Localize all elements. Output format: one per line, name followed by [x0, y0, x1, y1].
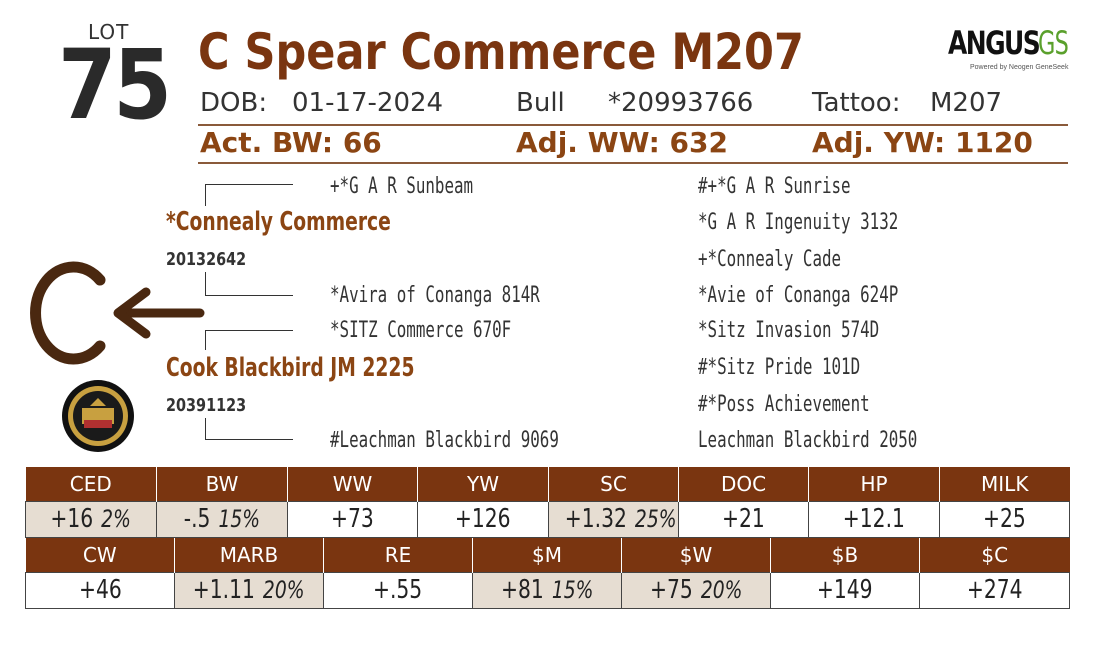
- epd-header-marb: MARB: [174, 538, 324, 572]
- great-grandparent: *Sitz Invasion 574D: [698, 318, 880, 343]
- epd-cell-hp: +12.1: [808, 500, 940, 538]
- sire-sire: +*G A R Sunbeam: [330, 174, 474, 199]
- epd-header-w: $W: [621, 538, 771, 572]
- registration-number: *20993766: [608, 88, 754, 118]
- bracket-dam-sire: [205, 330, 293, 350]
- epd-cell-c: +274: [919, 571, 1070, 609]
- divider-bottom: [198, 162, 1068, 164]
- lot-number: 75: [58, 29, 172, 141]
- epd-header-bw: BW: [156, 467, 288, 501]
- great-grandparent: *Avie of Conanga 624P: [698, 283, 899, 308]
- epd-header-sc: SC: [548, 467, 679, 501]
- epd-cell-bw: -.5 15%: [156, 500, 288, 538]
- dob-label: DOB:: [200, 88, 268, 118]
- epd-value: +149: [817, 575, 873, 605]
- epd-header-cw: CW: [25, 538, 175, 572]
- epd-value: +25: [983, 504, 1026, 534]
- epd-cell-w: +75 20%: [621, 571, 771, 609]
- epd-header-ced: CED: [25, 467, 157, 501]
- epd-header-milk: MILK: [939, 467, 1070, 501]
- adjusted-yearling-weight: Adj. YW: 1120: [812, 126, 1033, 159]
- epd-value: +21: [722, 504, 765, 534]
- epd-cell-cw: +46: [25, 571, 175, 609]
- great-grandparent: #*Poss Achievement: [698, 392, 870, 417]
- epd-value: +46: [78, 575, 122, 605]
- epd-cell-ww: +73: [287, 500, 418, 538]
- dam-sire: *SITZ Commerce 670F: [330, 318, 512, 343]
- dam-dam: #Leachman Blackbird 9069: [330, 428, 559, 453]
- logo-angus-text: ANGUS: [948, 24, 1041, 62]
- tattoo-label: Tattoo:: [812, 88, 901, 118]
- epd-header-ww: WW: [287, 467, 418, 501]
- angus-gs-logo: ANGUS GS Powered by Neogen GeneSeek: [946, 24, 1074, 80]
- epd-header-m: $M: [472, 538, 622, 572]
- epd-cell-doc: +21: [678, 500, 809, 538]
- sex-value: Bull: [516, 88, 565, 118]
- epd-value: +81: [500, 575, 544, 605]
- epd-header-b: $B: [770, 538, 920, 572]
- epd-cell-marb: +1.11 20%: [174, 571, 324, 609]
- epd-value: +75: [649, 575, 693, 605]
- great-grandparent: #*Sitz Pride 101D: [698, 355, 861, 380]
- great-grandparent: *G A R Ingenuity 3132: [698, 210, 899, 235]
- epd-value: +1.32: [564, 504, 627, 534]
- tattoo-value: M207: [930, 88, 1003, 118]
- c-brand-arrow-icon: [30, 261, 205, 365]
- epd-value: -.5: [183, 504, 211, 534]
- epd-header-re: RE: [323, 538, 473, 572]
- sire-dam: *Avira of Conanga 814R: [330, 283, 540, 308]
- epd-cell-yw: +126: [417, 500, 549, 538]
- great-grandparent: Leachman Blackbird 2050: [698, 428, 918, 453]
- epd-cell-re: +.55: [323, 571, 473, 609]
- bracket-dam-dam: [205, 418, 293, 440]
- certified-seal-icon: [62, 380, 134, 452]
- epd-percentile: 20%: [700, 576, 743, 604]
- epd-percentile: 25%: [634, 505, 677, 533]
- epd-cell-milk: +25: [939, 500, 1070, 538]
- animal-name: C Spear Commerce M207: [198, 23, 804, 81]
- bracket-sire-sire: [205, 184, 293, 206]
- logo-tagline: Powered by Neogen GeneSeek: [970, 64, 1069, 71]
- epd-header-hp: HP: [808, 467, 940, 501]
- divider-top: [198, 124, 1068, 126]
- epd-value: +126: [455, 504, 511, 534]
- dam-registration: 20391123: [166, 395, 247, 416]
- epd-cell-ced: +16 2%: [25, 500, 157, 538]
- great-grandparent: +*Connealy Cade: [698, 247, 842, 272]
- bracket-sire-dam: [205, 272, 293, 296]
- epd-table-2: CW MARB RE $M $W $B $C +46 +1.11 20% +.5…: [25, 538, 1070, 609]
- epd-header-yw: YW: [417, 467, 549, 501]
- actual-birth-weight: Act. BW: 66: [200, 126, 382, 159]
- epd-header-doc: DOC: [678, 467, 809, 501]
- epd-value: +73: [331, 504, 374, 534]
- dob-value: 01-17-2024: [292, 88, 444, 118]
- epd-percentile: 15%: [218, 505, 261, 533]
- epd-value: +16: [50, 504, 94, 534]
- epd-value: +274: [966, 575, 1023, 605]
- sire-registration: 20132642: [166, 249, 247, 270]
- epd-value: +1.11: [193, 575, 256, 605]
- epd-header-c: $C: [919, 538, 1070, 572]
- sire-name: *Connealy Commerce: [166, 207, 391, 237]
- lot-label: LOT: [88, 20, 130, 44]
- great-grandparent: #+*G A R Sunrise: [698, 174, 851, 199]
- logo-gs-text: GS: [1038, 24, 1069, 62]
- epd-value: +.55: [373, 575, 423, 605]
- epd-cell-sc: +1.32 25%: [548, 500, 679, 538]
- epd-percentile: 2%: [101, 505, 132, 533]
- epd-percentile: 20%: [263, 576, 305, 604]
- epd-cell-m: +81 15%: [472, 571, 622, 609]
- dam-name: Cook Blackbird JM 2225: [166, 353, 415, 383]
- epd-cell-b: +149: [770, 571, 920, 609]
- epd-percentile: 15%: [551, 576, 594, 604]
- epd-value: +12.1: [842, 504, 906, 534]
- adjusted-weaning-weight: Adj. WW: 632: [516, 126, 728, 159]
- epd-table-1: CED BW WW YW SC DOC HP MILK +16 2% -.5 1…: [25, 467, 1070, 538]
